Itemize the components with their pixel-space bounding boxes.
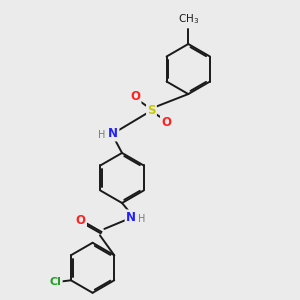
Text: N: N	[126, 211, 136, 224]
Text: CH$_3$: CH$_3$	[178, 12, 199, 26]
Text: H: H	[98, 130, 106, 140]
Text: H: H	[138, 214, 146, 224]
Text: O: O	[130, 91, 140, 103]
Text: O: O	[76, 214, 86, 226]
Text: Cl: Cl	[50, 277, 62, 287]
Text: O: O	[161, 116, 171, 128]
Text: N: N	[108, 127, 118, 140]
Text: S: S	[147, 104, 156, 117]
